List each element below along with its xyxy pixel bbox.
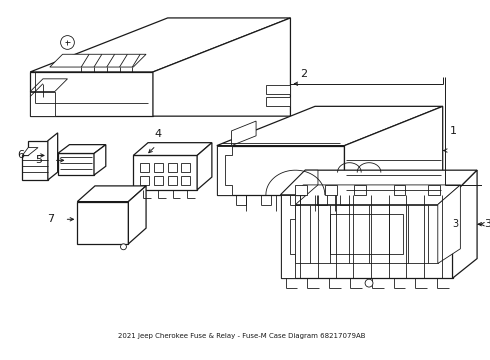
Text: 3: 3 bbox=[484, 219, 490, 229]
Polygon shape bbox=[30, 79, 68, 91]
Text: 2021 Jeep Cherokee Fuse & Relay - Fuse-M Case Diagram 68217079AB: 2021 Jeep Cherokee Fuse & Relay - Fuse-M… bbox=[118, 333, 365, 339]
Text: 5: 5 bbox=[35, 156, 42, 165]
Polygon shape bbox=[330, 214, 403, 254]
Polygon shape bbox=[295, 204, 438, 264]
Polygon shape bbox=[140, 163, 149, 172]
Polygon shape bbox=[30, 18, 291, 72]
Text: 3: 3 bbox=[452, 219, 459, 229]
Polygon shape bbox=[325, 185, 337, 195]
Polygon shape bbox=[453, 170, 477, 278]
Text: 2: 2 bbox=[300, 69, 307, 79]
Polygon shape bbox=[58, 145, 106, 153]
Polygon shape bbox=[295, 185, 461, 204]
Polygon shape bbox=[281, 170, 477, 195]
Polygon shape bbox=[438, 185, 461, 264]
Polygon shape bbox=[154, 176, 163, 185]
Polygon shape bbox=[393, 185, 405, 195]
Polygon shape bbox=[231, 121, 256, 146]
Polygon shape bbox=[58, 153, 94, 175]
Polygon shape bbox=[133, 143, 212, 156]
Circle shape bbox=[121, 244, 126, 250]
Polygon shape bbox=[295, 185, 307, 195]
Polygon shape bbox=[428, 185, 440, 195]
Polygon shape bbox=[94, 145, 106, 175]
Polygon shape bbox=[168, 163, 176, 172]
Text: 1: 1 bbox=[450, 126, 457, 136]
Polygon shape bbox=[266, 98, 291, 106]
Polygon shape bbox=[140, 176, 149, 185]
Text: 6: 6 bbox=[17, 150, 24, 161]
Polygon shape bbox=[281, 195, 295, 278]
Polygon shape bbox=[153, 18, 291, 116]
Polygon shape bbox=[266, 85, 291, 94]
Polygon shape bbox=[217, 146, 344, 195]
Polygon shape bbox=[128, 186, 146, 244]
Polygon shape bbox=[77, 186, 146, 202]
Polygon shape bbox=[181, 176, 190, 185]
Polygon shape bbox=[77, 202, 128, 244]
Polygon shape bbox=[30, 72, 153, 116]
Polygon shape bbox=[30, 91, 55, 116]
Circle shape bbox=[365, 279, 373, 287]
Text: 7: 7 bbox=[47, 214, 54, 224]
Polygon shape bbox=[217, 106, 442, 146]
Polygon shape bbox=[23, 141, 48, 180]
Polygon shape bbox=[281, 170, 318, 195]
Polygon shape bbox=[181, 163, 190, 172]
Polygon shape bbox=[344, 106, 442, 195]
Polygon shape bbox=[133, 156, 197, 190]
Polygon shape bbox=[354, 185, 366, 195]
Circle shape bbox=[61, 36, 74, 49]
Polygon shape bbox=[23, 148, 38, 156]
Polygon shape bbox=[281, 195, 453, 278]
Polygon shape bbox=[48, 133, 58, 180]
Polygon shape bbox=[154, 163, 163, 172]
Polygon shape bbox=[197, 143, 212, 190]
Text: 4: 4 bbox=[154, 129, 161, 139]
Polygon shape bbox=[50, 54, 146, 67]
Polygon shape bbox=[168, 176, 176, 185]
Polygon shape bbox=[217, 146, 231, 195]
